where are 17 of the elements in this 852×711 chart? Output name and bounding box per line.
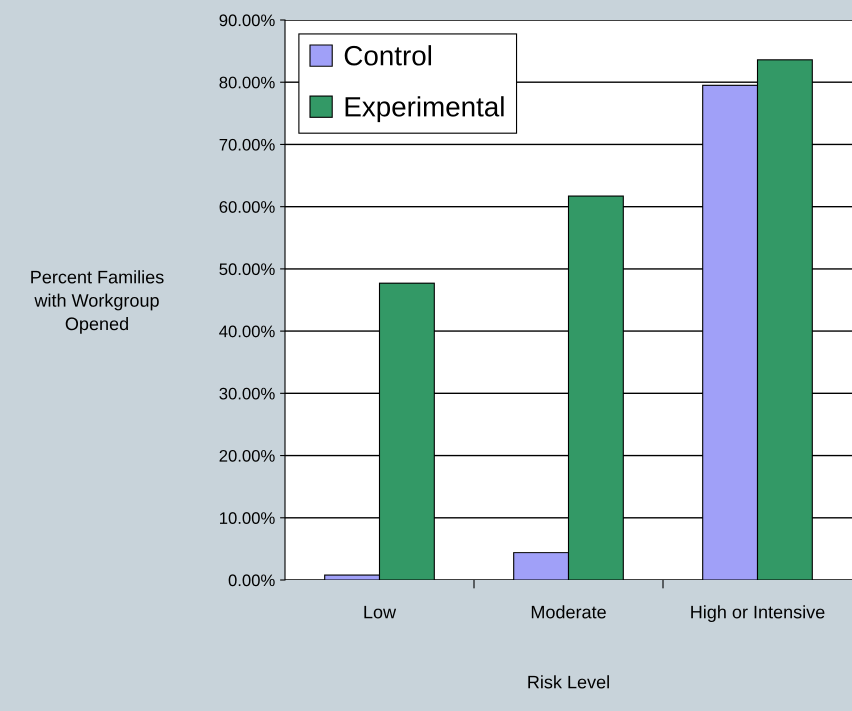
y-tick-label: 90.00%	[220, 14, 275, 26]
y-tick-label: 30.00%	[219, 388, 275, 400]
x-axis-title: Risk Level	[528, 675, 609, 688]
y-tick-label: 70.00%	[220, 138, 275, 151]
x-tick-label: Moderate	[532, 605, 606, 618]
y-tick-label: 40.00%	[219, 326, 275, 338]
y-tick-label: 60.00%	[220, 201, 275, 213]
legend-label: Experimental	[346, 96, 504, 122]
y-tick-label: 50.00%	[219, 263, 275, 276]
x-tick-label: Low	[364, 606, 396, 618]
y-tick-label: 80.00%	[219, 76, 275, 88]
x-tick-label: High or Intensive	[691, 605, 824, 622]
y-tick-label: 20.00%	[220, 450, 275, 462]
legend-label: Control	[344, 45, 432, 66]
y-tick-label: 10.00%	[220, 512, 275, 524]
y-tick-label: 0.00%	[228, 574, 275, 586]
y-axis-title: Percent Families with Workgroup Opened	[31, 270, 164, 334]
